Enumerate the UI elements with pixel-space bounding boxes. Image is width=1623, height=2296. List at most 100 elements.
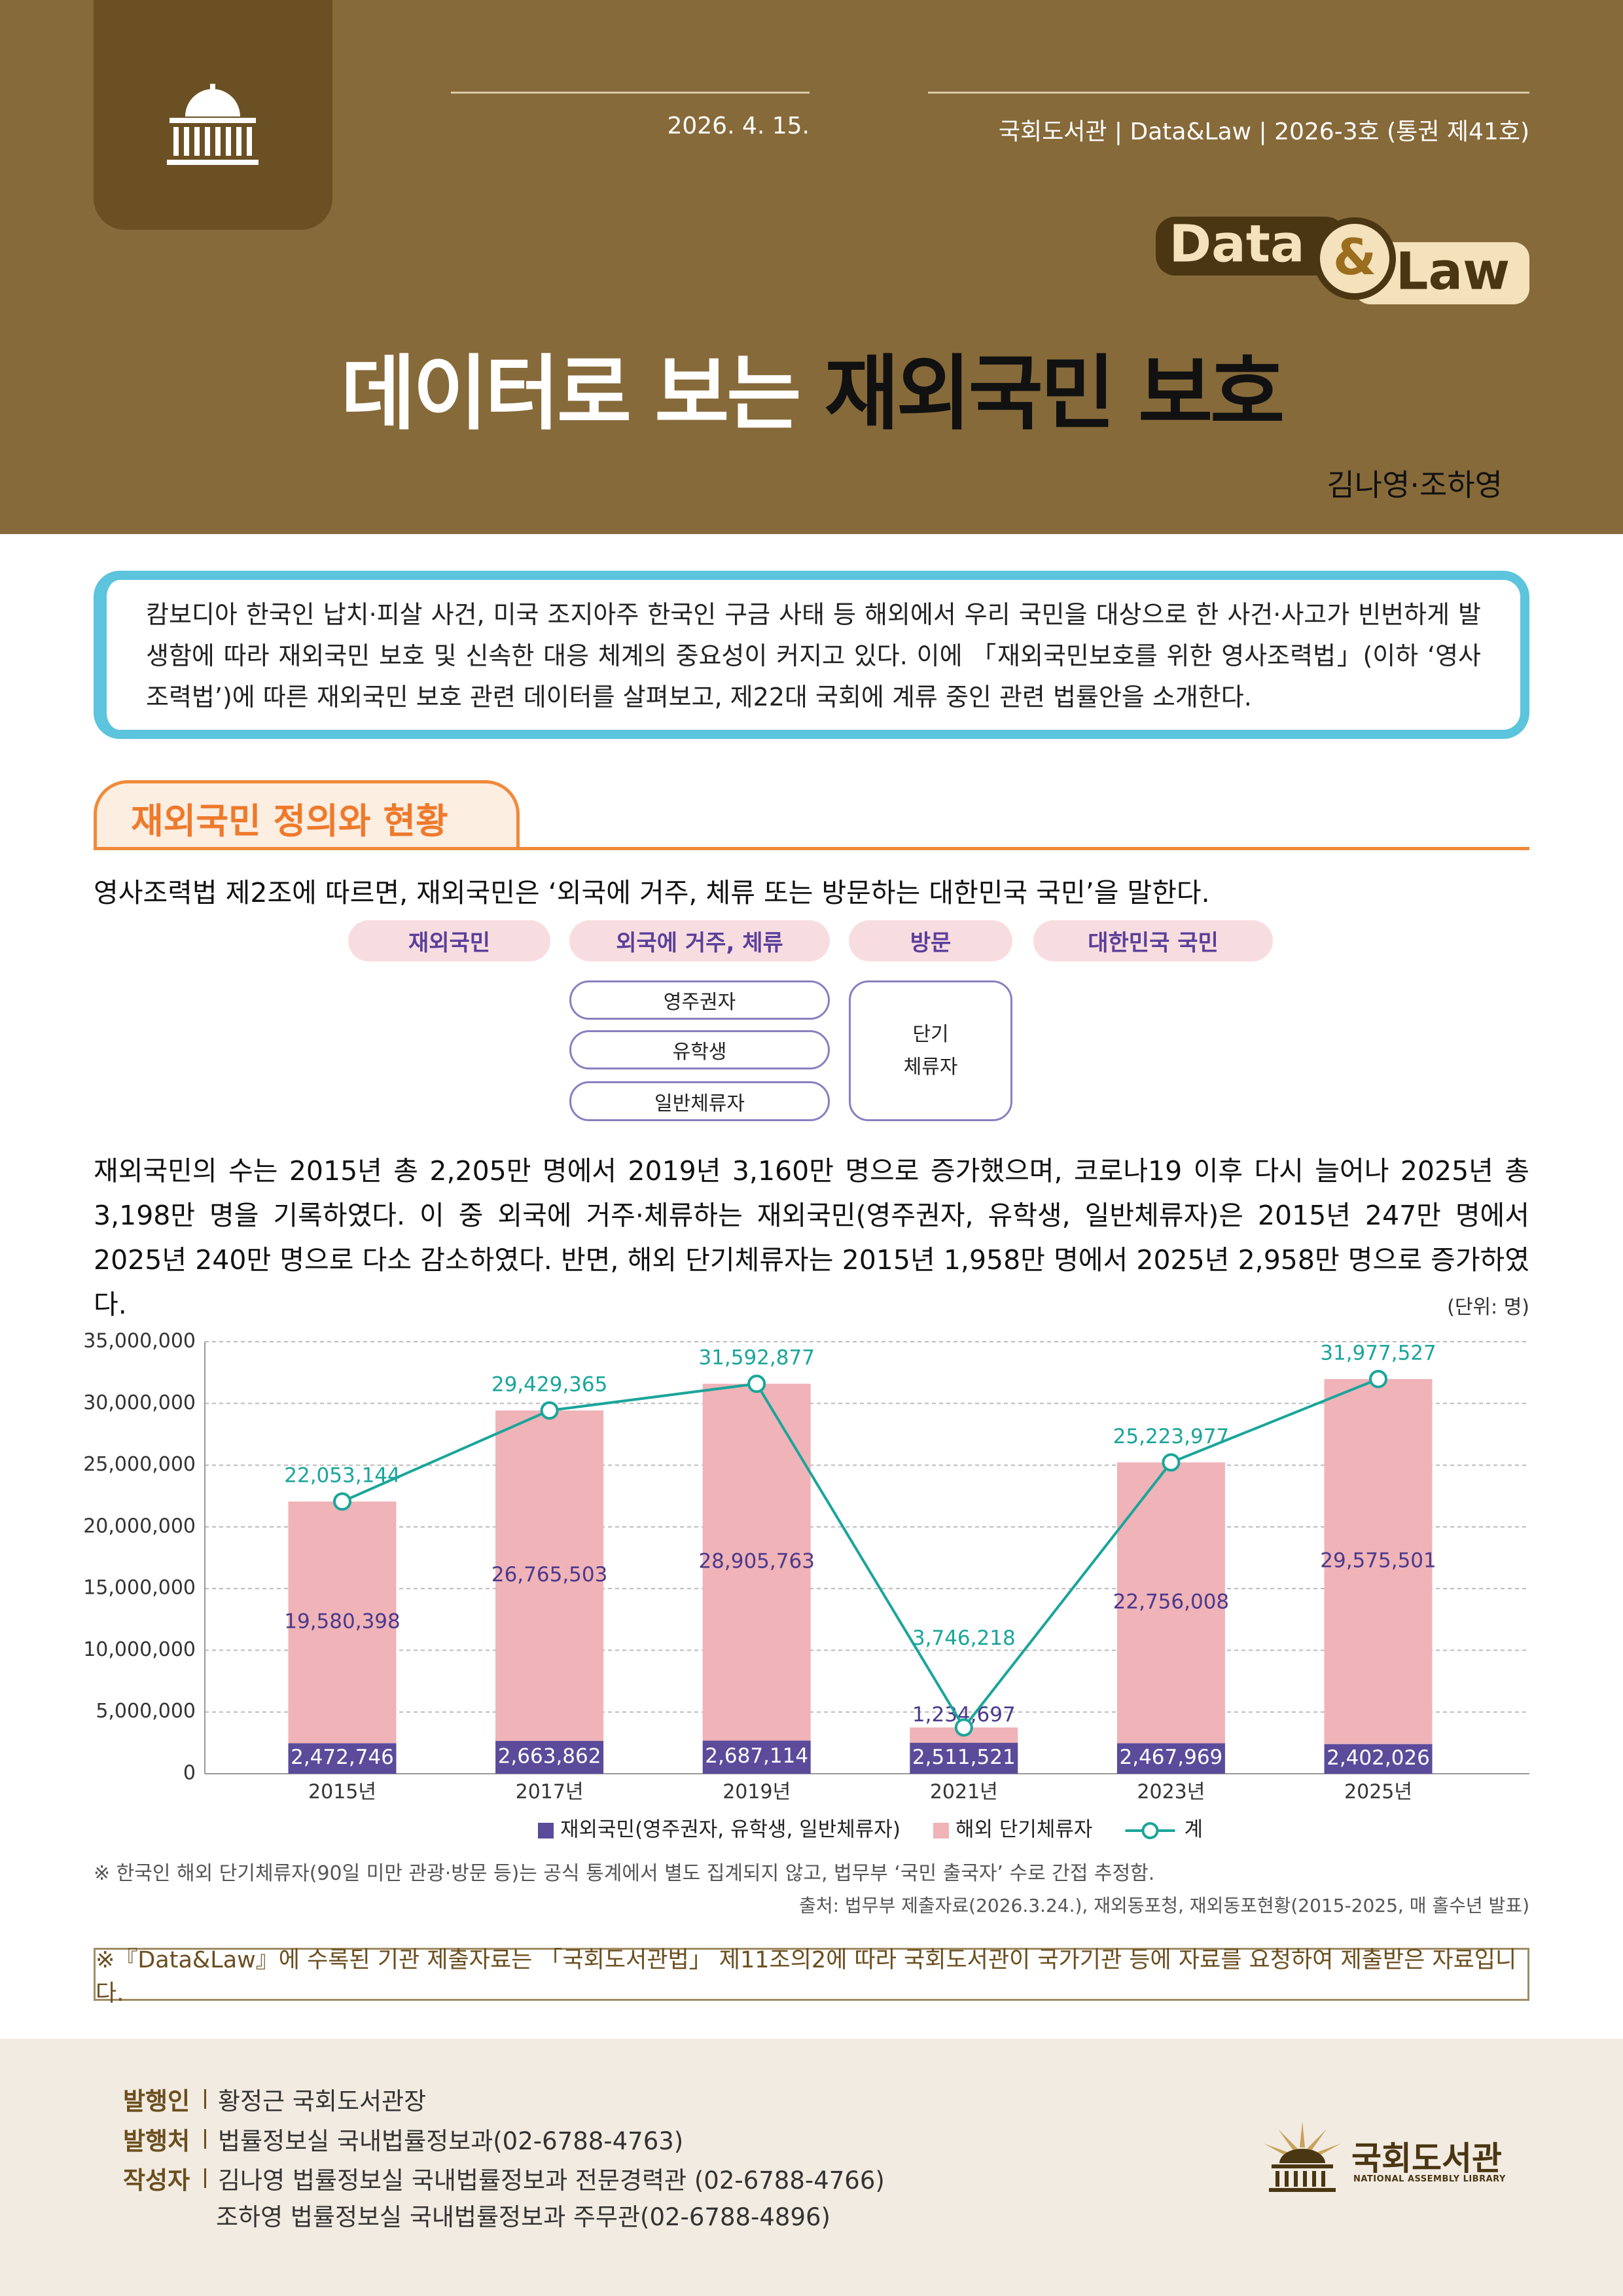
legend-label: 재외국민(영주권자, 유학생, 일반체류자) bbox=[560, 1818, 901, 1842]
line-point bbox=[333, 1492, 351, 1511]
line-point bbox=[954, 1718, 973, 1737]
legend-swatch bbox=[933, 1823, 949, 1839]
y-tick-label: 15,000,000 bbox=[83, 1577, 196, 1600]
term-pill: 대한민국 국민 bbox=[1033, 920, 1273, 961]
term-pill: 재외국민 bbox=[348, 920, 550, 961]
x-tick-label: 2023년 bbox=[1137, 1781, 1205, 1804]
y-tick-label: 25,000,000 bbox=[83, 1453, 196, 1476]
y-tick-label: 30,000,000 bbox=[83, 1391, 196, 1414]
section-pill bbox=[94, 780, 520, 849]
data-label: 2,472,746 bbox=[291, 1746, 394, 1769]
footer-label: 발행처 bbox=[123, 2127, 190, 2155]
legend-label: 계 bbox=[1184, 1818, 1203, 1842]
footer bbox=[0, 2039, 1623, 2296]
legend-swatch bbox=[538, 1823, 554, 1839]
chart: 0 5,000,000 10,000,000 15,000,000 20,000,000… bbox=[83, 1330, 1529, 1842]
badge-bg bbox=[1355, 242, 1529, 304]
series-info: 국회도서관 | Data&Law | 2026-3호 (통권 제41호) bbox=[998, 118, 1529, 145]
x-tick-label: 2015년 bbox=[308, 1781, 376, 1804]
footer-text: 황정근 국회도서관장 bbox=[218, 2087, 427, 2115]
note: ※ 한국인 해외 단기체류자(90일 미만 관광·방문 등)는 공식 통계에서 … bbox=[94, 1862, 1155, 1885]
data-label: 3,746,218 bbox=[912, 1626, 1016, 1650]
bar-segment bbox=[910, 1742, 1018, 1774]
separator bbox=[204, 2089, 206, 2109]
data-label: 22,053,144 bbox=[284, 1464, 401, 1488]
type-box: 유학생 bbox=[569, 1030, 830, 1069]
footer-row: 조하영 법률정보실 국내법률정보과 주무관(02-6788-4896) bbox=[216, 2197, 830, 2233]
library-logo bbox=[1264, 2121, 1341, 2192]
title-part: 데이터로 보는 bbox=[340, 347, 802, 441]
y-tick-label: 5,000,000 bbox=[96, 1700, 196, 1723]
footer-label: 작성자 bbox=[123, 2166, 190, 2195]
data-label: 29,429,365 bbox=[491, 1373, 608, 1397]
y-tick-label: 35,000,000 bbox=[83, 1330, 196, 1353]
data-label: 22,756,008 bbox=[1113, 1590, 1230, 1613]
footer-text: 법률정보실 국내법률정보과(02-6788-4763) bbox=[218, 2127, 684, 2155]
data-label: 2,687,114 bbox=[705, 1744, 808, 1768]
authors: 김나영·조하영 bbox=[1327, 467, 1503, 503]
intro: 영사조력법 제2조에 따르면, 재외국민은 ‘외국에 거주, 체류 또는 방문하… bbox=[94, 877, 1210, 908]
badge: Data & Law bbox=[1156, 215, 1529, 304]
bar-segment bbox=[1324, 1378, 1433, 1744]
data-label: 2,467,969 bbox=[1120, 1746, 1223, 1769]
footer-row: 발행인 황정근 국회도서관장 bbox=[123, 2081, 426, 2117]
separator bbox=[204, 2129, 206, 2149]
y-tick-label: 20,000,000 bbox=[83, 1515, 196, 1537]
bar-segment bbox=[1116, 1743, 1225, 1774]
data-label: 29,575,501 bbox=[1320, 1549, 1436, 1572]
header-rule bbox=[928, 92, 1529, 94]
badge-circle bbox=[1313, 217, 1396, 300]
type-line: 단기 bbox=[912, 1022, 949, 1046]
data-label: 31,592,877 bbox=[698, 1346, 815, 1370]
line-point bbox=[540, 1401, 559, 1420]
legend-label: 해외 단기체류자 bbox=[955, 1818, 1093, 1842]
data-label: 19,580,398 bbox=[284, 1609, 401, 1633]
data-label: 2,511,521 bbox=[912, 1746, 1016, 1769]
section-rule bbox=[94, 847, 1529, 850]
y-tick-label: 10,000,000 bbox=[83, 1638, 196, 1661]
bar-segment bbox=[495, 1740, 604, 1774]
date: 2026. 4. 15. bbox=[667, 113, 810, 139]
badge-text: Law bbox=[1396, 242, 1510, 301]
data-label: 2,663,862 bbox=[498, 1744, 601, 1768]
title: 데이터로 보는 재외국민 보호 bbox=[0, 327, 1623, 445]
logo-box bbox=[94, 0, 332, 230]
bar-segment bbox=[495, 1410, 604, 1741]
x-tick-label: 2019년 bbox=[722, 1781, 791, 1804]
bar-segment bbox=[702, 1740, 811, 1774]
data-label: 31,977,527 bbox=[1320, 1341, 1436, 1365]
unit: (단위: 명) bbox=[1447, 1296, 1529, 1319]
line bbox=[342, 1378, 1379, 1730]
data-label: 26,765,503 bbox=[491, 1563, 608, 1587]
x-tick-label: 2025년 bbox=[1344, 1781, 1412, 1804]
bar-segment bbox=[1324, 1744, 1433, 1774]
header-rule bbox=[451, 92, 810, 94]
data-label: 28,905,763 bbox=[698, 1549, 815, 1573]
footer-row: 작성자 김나영 법률정보실 국내법률정보과 전문경력관 (02-6788-4766… bbox=[123, 2161, 885, 2196]
title-part: 재외국민 보호 bbox=[824, 347, 1285, 441]
badge-bg bbox=[1156, 217, 1346, 276]
logo-icon bbox=[167, 84, 259, 165]
badge-text: Data bbox=[1169, 215, 1304, 274]
bar-segment bbox=[288, 1501, 397, 1744]
bar-segment bbox=[288, 1743, 397, 1774]
data-label: 25,223,977 bbox=[1113, 1425, 1230, 1448]
library-name-en: NATIONAL ASSEMBLY LIBRARY bbox=[1353, 2174, 1506, 2184]
y-tick-label: 0 bbox=[183, 1762, 196, 1785]
term-pill: 방문 bbox=[849, 920, 1012, 961]
x-tick-label: 2021년 bbox=[930, 1781, 998, 1804]
footer-text: 김나영 법률정보실 국내법률정보과 전문경력관 (02-6788-4766) bbox=[218, 2166, 885, 2195]
data-label: 2,402,026 bbox=[1327, 1746, 1430, 1770]
summary: 캄보디아 한국인 납치·피살 사건, 미국 조지아주 한국인 구금 사태 등 해… bbox=[94, 571, 1529, 739]
badge-text: & bbox=[1333, 228, 1376, 286]
footer-text: 조하영 법률정보실 국내법률정보과 주무관(02-6788-4896) bbox=[216, 2203, 830, 2231]
notice: ※『Data&Law』에 수록된 기관 제출자료는 「국회도서관법」 제11조의… bbox=[94, 1947, 1529, 2007]
line-point bbox=[1369, 1369, 1387, 1388]
type-box: 단기 체류자 bbox=[849, 980, 1012, 1121]
body-text: 재외국민의 수는 2015년 총 2,205만 명에서 2019년 3,160만… bbox=[94, 1155, 1529, 1320]
term-pill: 외국에 거주, 체류 bbox=[569, 920, 830, 961]
library-name: 국회도서관 bbox=[1351, 2140, 1502, 2178]
source: 출처: 법무부 제출자료(2026.3.24.), 재외동포청, 재외동포현황(… bbox=[799, 1895, 1529, 1916]
footer-label: 발행인 bbox=[123, 2087, 190, 2115]
